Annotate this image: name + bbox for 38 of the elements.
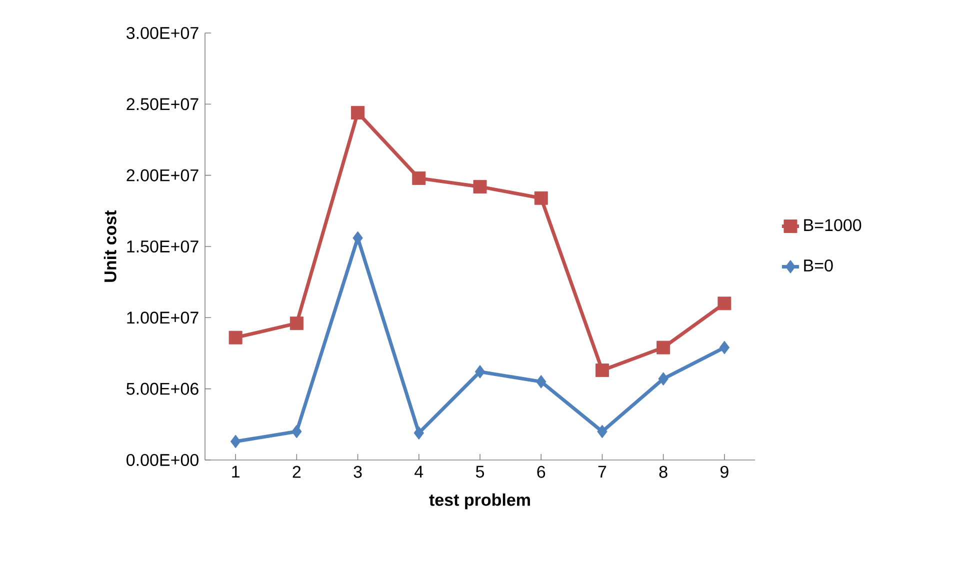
point xyxy=(412,171,426,185)
y-axis-title: Unit cost xyxy=(104,210,116,282)
point xyxy=(473,180,487,194)
x-tick-label: 4 xyxy=(414,466,424,478)
y-tick-label: 5.00E+06 xyxy=(126,382,198,395)
x-tick-label: 9 xyxy=(720,466,728,478)
y-tick-label: 1.50E+07 xyxy=(127,240,198,253)
x-tick-label: 5 xyxy=(476,466,484,478)
x-axis-title: test problem xyxy=(429,493,530,510)
point xyxy=(658,372,668,386)
legend-label: B=0 xyxy=(804,259,833,272)
y-tick-label: 2.00E+07 xyxy=(126,169,198,182)
x-tick-label: 1 xyxy=(232,466,240,478)
x-tick-label: 2 xyxy=(292,466,301,478)
point xyxy=(228,330,242,344)
point xyxy=(719,340,730,354)
point xyxy=(292,424,302,438)
x-tick-label: 3 xyxy=(354,466,362,478)
point xyxy=(230,434,241,448)
x-tick-label: 7 xyxy=(598,466,606,478)
point xyxy=(536,374,546,388)
y-tick-label: 1.00E+07 xyxy=(127,312,198,324)
point xyxy=(352,231,363,245)
point xyxy=(351,106,365,120)
point xyxy=(597,424,608,438)
point xyxy=(656,340,670,354)
point xyxy=(290,316,304,330)
legend-label: B=1000 xyxy=(804,219,862,232)
point xyxy=(534,191,548,205)
point xyxy=(414,426,424,440)
x-tick-label: 8 xyxy=(659,466,668,478)
y-tick-label: 3.00E+07 xyxy=(126,26,198,40)
point xyxy=(474,364,486,378)
y-tick-label: 2.50E+07 xyxy=(126,98,198,110)
x-tick-label: 6 xyxy=(537,466,546,478)
y-tick-label: 0.00E+00 xyxy=(126,454,198,466)
point xyxy=(595,364,609,378)
point xyxy=(718,296,732,310)
